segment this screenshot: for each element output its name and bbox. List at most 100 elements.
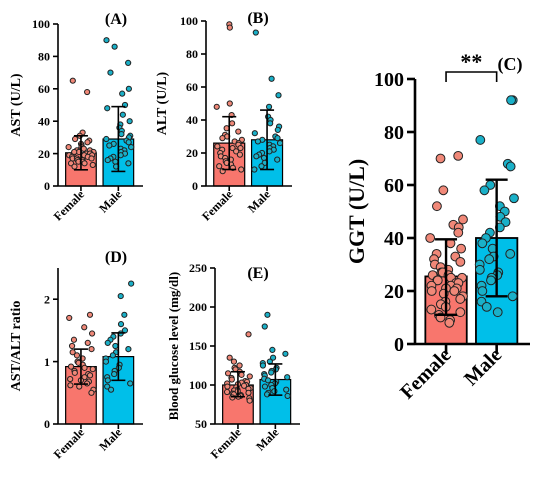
point-female — [216, 163, 223, 170]
point-male — [104, 156, 111, 164]
panel-c: 0 20 40 60 80 100 Female Male GGT (U/L) (C) ** — [344, 49, 530, 404]
point-female — [240, 382, 248, 389]
point-male — [268, 369, 275, 376]
y-tick-label: 20 — [384, 281, 404, 303]
significance-bracket — [445, 71, 498, 82]
panel-d: 0 1 2 Female Male AST/ALT ratio (D) — [9, 249, 143, 462]
point-female — [81, 324, 88, 331]
point-female — [438, 185, 449, 196]
point-female — [84, 88, 91, 96]
point-female — [66, 314, 73, 322]
point-male — [128, 280, 135, 287]
point-male — [104, 339, 111, 346]
y-tick-label: 60 — [384, 175, 404, 197]
point-male — [475, 135, 486, 145]
point-female — [214, 143, 221, 150]
point-female — [456, 243, 467, 254]
point-male — [492, 307, 503, 318]
point-female — [67, 363, 75, 370]
y-tick-label: 40 — [186, 113, 198, 127]
point-male — [251, 130, 258, 137]
point-female — [226, 24, 233, 31]
point-male — [267, 120, 274, 127]
point-male — [260, 154, 268, 162]
point-female — [426, 304, 437, 315]
point-male — [284, 374, 291, 381]
point-male — [127, 380, 134, 387]
point-male — [481, 302, 492, 312]
x-tick-label-male: Male — [253, 425, 282, 454]
point-female — [71, 369, 78, 376]
point-male — [479, 185, 490, 196]
point-female — [235, 128, 242, 135]
point-male — [505, 249, 516, 259]
point-male — [125, 346, 132, 353]
point-female — [458, 214, 468, 225]
point-female — [228, 376, 235, 383]
x-tick-label-male: Male — [96, 425, 125, 454]
panel-b: 0 20 40 60 80 100 Female Male ALT (U/L) (B) — [155, 10, 292, 224]
x-tick-label-male: Male — [460, 344, 506, 390]
point-female — [71, 163, 78, 170]
point-male — [119, 90, 126, 97]
point-female — [81, 160, 88, 167]
point-female — [226, 354, 233, 361]
point-female — [455, 294, 466, 304]
point-female — [455, 256, 466, 267]
point-female — [237, 144, 244, 152]
point-male — [505, 161, 516, 172]
point-female — [224, 383, 231, 390]
panel-label: (B) — [247, 10, 268, 27]
point-male — [111, 43, 118, 50]
y-axis-label: Blood glucose level (mg/dl) — [166, 272, 181, 420]
point-female — [88, 155, 95, 162]
point-female — [425, 233, 436, 243]
point-male — [251, 166, 258, 173]
y-tick-label: 0 — [44, 179, 50, 193]
point-female — [426, 286, 437, 296]
point-female — [229, 120, 236, 127]
y-tick-label: 40 — [384, 228, 404, 250]
point-female — [455, 307, 466, 318]
point-female — [444, 317, 455, 328]
point-male — [104, 105, 111, 112]
point-male — [282, 350, 289, 357]
point-female — [236, 362, 243, 369]
point-female — [449, 286, 460, 296]
point-female — [88, 330, 96, 337]
point-female — [86, 372, 94, 379]
point-female — [226, 100, 233, 107]
y-tick-label: 80 — [186, 47, 198, 61]
point-male — [261, 323, 268, 330]
point-female — [223, 388, 231, 396]
point-female — [246, 373, 253, 380]
y-axis-label: ALT (U/L) — [155, 71, 170, 135]
point-male — [474, 264, 485, 275]
point-female — [70, 336, 78, 343]
point-male — [126, 118, 133, 125]
point-male — [118, 131, 125, 138]
point-female — [84, 339, 91, 346]
y-tick-label: 50 — [195, 417, 207, 431]
point-male — [125, 59, 132, 66]
point-male — [484, 254, 495, 265]
point-male — [477, 286, 488, 296]
point-male — [274, 126, 281, 133]
y-tick-label: 80 — [384, 122, 404, 144]
point-male — [117, 292, 124, 300]
point-male — [107, 386, 115, 393]
point-female — [230, 358, 238, 365]
point-female — [238, 166, 245, 173]
point-male — [117, 321, 125, 328]
y-tick-label: 250 — [189, 261, 207, 275]
point-female — [73, 352, 81, 359]
y-axis-label: AST/ALT ratio — [9, 301, 24, 392]
y-tick-label: 0 — [394, 334, 404, 356]
x-tick-label-male: Male — [245, 187, 274, 216]
point-female — [213, 103, 220, 110]
point-male — [106, 142, 113, 149]
point-male — [268, 75, 275, 82]
x-tick-label-female: Female — [51, 187, 88, 224]
point-male — [107, 69, 114, 76]
